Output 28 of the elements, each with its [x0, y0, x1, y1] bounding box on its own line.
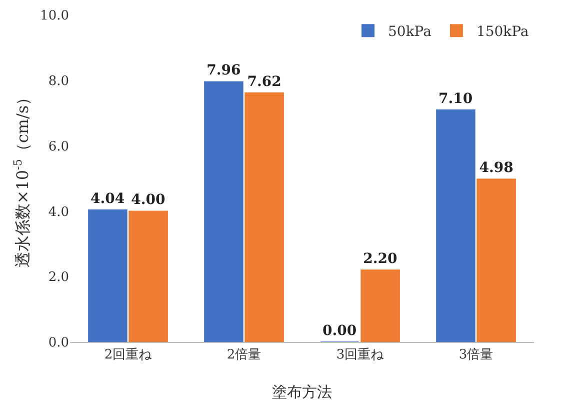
y-tick-label: 4.0	[48, 204, 69, 220]
x-tick-label: 3回重ね	[336, 348, 385, 363]
data-label: 4.00	[131, 192, 166, 208]
data-label: 2.20	[363, 251, 398, 268]
x-tick-label: 2倍量	[226, 348, 262, 363]
x-tick-label: 3倍量	[458, 348, 494, 363]
bar	[476, 178, 516, 342]
data-label: 4.98	[479, 160, 514, 176]
bar	[204, 81, 244, 342]
x-tick-label: 2回重ね	[104, 348, 153, 363]
data-label: 0.00	[322, 323, 357, 339]
y-tick-label: 10.0	[40, 8, 69, 24]
y-tick-label: 6.0	[48, 139, 69, 154]
x-axis-title: 塗布方法	[272, 383, 332, 401]
y-tick-label: 2.0	[48, 270, 69, 286]
bar	[244, 92, 284, 342]
bar	[360, 270, 400, 342]
bar	[436, 109, 476, 342]
data-label: 7.10	[438, 90, 473, 107]
y-tick-label: 8.0	[48, 74, 69, 89]
data-label: 7.96	[206, 62, 241, 79]
legend-label: 50kPa	[388, 24, 432, 40]
y-tick-label: 0.0	[48, 336, 69, 351]
data-label: 4.04	[90, 190, 125, 207]
legend-label: 150kPa	[476, 24, 529, 40]
bar	[128, 210, 168, 342]
bar	[88, 209, 128, 342]
data-label: 7.62	[247, 74, 282, 90]
